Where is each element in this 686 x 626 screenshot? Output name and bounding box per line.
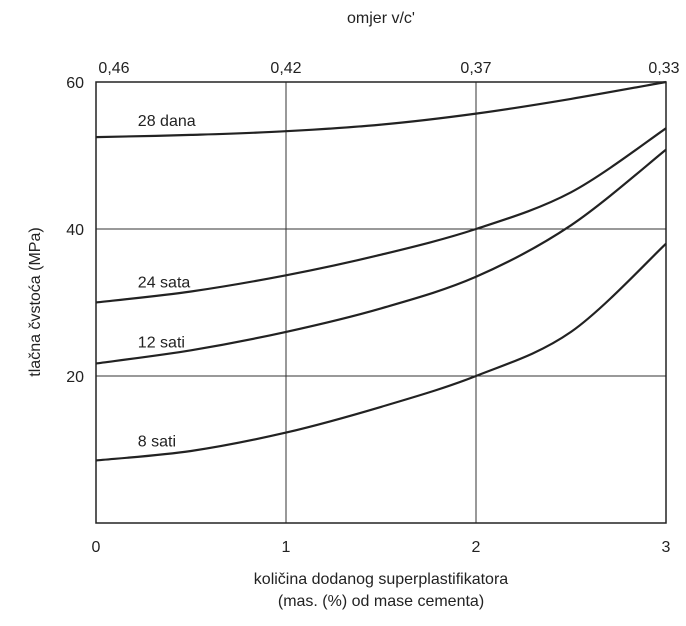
y-tick-label: 20 — [66, 369, 84, 386]
series-line — [95, 242, 667, 462]
top-tick-label: 0,37 — [460, 60, 491, 77]
series-line — [95, 80, 667, 139]
top-tick-label: 0,42 — [270, 60, 301, 77]
series-label: 28 dana — [138, 113, 196, 130]
series-label: 24 sata — [138, 275, 191, 292]
y-tick-label: 40 — [66, 222, 84, 239]
series-label: 12 sati — [138, 335, 185, 352]
top-tick-label: 0,33 — [648, 60, 679, 77]
top-tick-label: 0,46 — [98, 60, 129, 77]
tick-layer: 0 1 2 3 20 40 60 0,46 0,42 0,37 0,33 — [66, 60, 679, 556]
x-axis-title-line-2: (mas. (%) od mase cementa) — [278, 593, 484, 610]
x-tick-label: 2 — [472, 539, 481, 556]
x-tick-label: 0 — [92, 539, 101, 556]
x-tick-label: 3 — [662, 539, 671, 556]
plot-frame — [95, 81, 667, 524]
curve-layer — [95, 80, 667, 462]
grid-layer — [96, 82, 666, 523]
series-label: 8 sati — [138, 433, 176, 450]
y-axis-title: tlačna čvstoća (MPa) — [27, 227, 44, 376]
series-line — [95, 127, 667, 304]
x-tick-label: 1 — [282, 539, 291, 556]
y-tick-label: 60 — [66, 75, 84, 92]
top-axis-title: omjer v/c' — [347, 10, 415, 27]
series-label-layer: 28 dana 24 sata 12 sati 8 sati — [138, 113, 196, 450]
series-line — [95, 148, 667, 365]
x-axis-title-line-1: količina dodanog superplastifikatora — [254, 571, 508, 588]
